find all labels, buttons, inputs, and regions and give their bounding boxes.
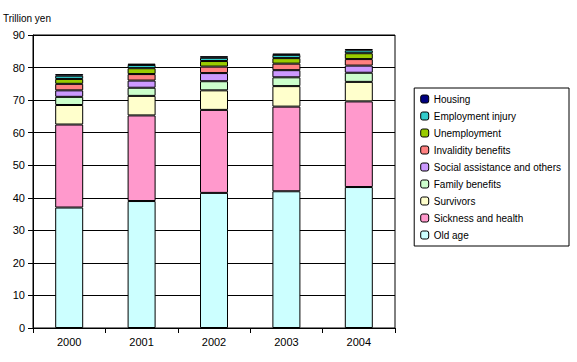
svg-text:90: 90	[13, 29, 25, 41]
svg-text:60: 60	[13, 127, 25, 139]
svg-text:20: 20	[13, 257, 25, 269]
svg-text:Unemployment: Unemployment	[434, 128, 501, 139]
svg-text:0: 0	[19, 322, 25, 334]
svg-text:Housing: Housing	[434, 94, 471, 105]
svg-text:Survivors: Survivors	[434, 196, 476, 207]
svg-text:80: 80	[13, 62, 25, 74]
svg-text:Trillion yen: Trillion yen	[3, 13, 51, 24]
svg-text:40: 40	[13, 192, 25, 204]
svg-text:Social assistance and others: Social assistance and others	[434, 162, 561, 173]
svg-text:2001: 2001	[129, 336, 153, 348]
svg-text:Employment injury: Employment injury	[434, 111, 516, 122]
svg-text:30: 30	[13, 224, 25, 236]
svg-text:2002: 2002	[202, 336, 226, 348]
svg-text:2000: 2000	[57, 336, 81, 348]
svg-text:2004: 2004	[347, 336, 371, 348]
svg-text:Family benefits: Family benefits	[434, 179, 501, 190]
svg-text:Old age: Old age	[434, 230, 469, 241]
svg-text:10: 10	[13, 289, 25, 301]
svg-text:Sickness and health: Sickness and health	[434, 213, 524, 224]
svg-text:70: 70	[13, 94, 25, 106]
svg-text:Invalidity benefits: Invalidity benefits	[434, 145, 511, 156]
svg-text:50: 50	[13, 159, 25, 171]
svg-text:2003: 2003	[274, 336, 298, 348]
